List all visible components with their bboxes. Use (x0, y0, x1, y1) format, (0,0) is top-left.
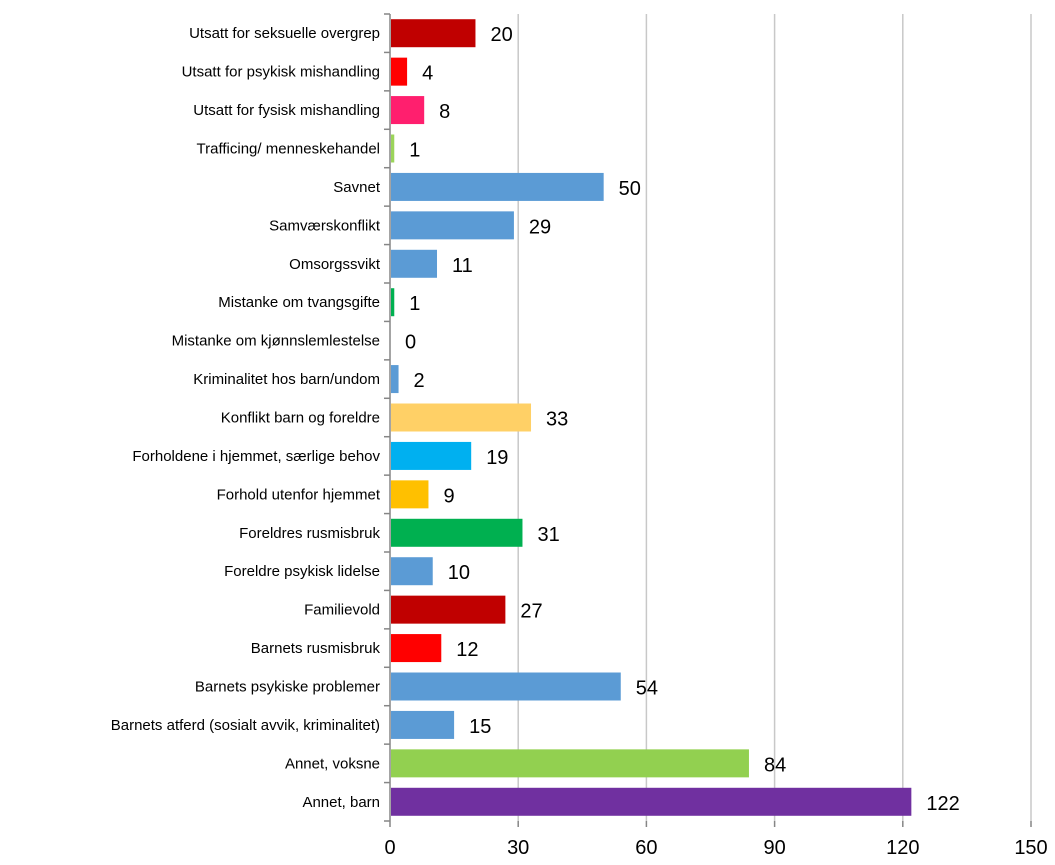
category-label: Kriminalitet hos barn/undom (193, 371, 380, 388)
bar (391, 57, 408, 86)
category-label: Utsatt for seksuelle overgrep (189, 25, 380, 42)
value-label: 0 (405, 332, 416, 354)
bar (391, 710, 455, 739)
value-label: 84 (764, 754, 786, 776)
value-label: 50 (619, 178, 641, 200)
category-labels: Utsatt for seksuelle overgrep Utsatt for … (111, 25, 381, 811)
category-label: Barnets rusmisbruk (251, 640, 381, 657)
axes (384, 13, 1032, 827)
category-label: Omsorgssvikt (289, 256, 381, 273)
bar (391, 672, 621, 701)
bar (391, 749, 749, 778)
bar (391, 403, 532, 432)
value-label: 10 (448, 562, 470, 584)
x-tick-label: 90 (763, 837, 785, 859)
value-label: 4 (422, 63, 433, 85)
category-label: Barnets atferd (sosialt avvik, kriminali… (111, 717, 380, 734)
value-label: 1 (409, 140, 420, 162)
value-label: 1 (409, 293, 420, 315)
category-label: Savnet (333, 179, 381, 196)
category-label: Annet, voksne (285, 755, 380, 772)
category-label: Forholdene i hjemmet, særlige behov (132, 448, 380, 465)
category-label: Trafficing/ menneskehandel (197, 141, 380, 158)
category-label: Mistanke om tvangsgifte (218, 294, 380, 311)
value-label: 12 (456, 639, 478, 661)
bar (391, 595, 506, 624)
bar (391, 634, 442, 663)
bar (391, 365, 399, 394)
x-tick-label: 30 (507, 837, 529, 859)
category-label: Annet, barn (302, 794, 380, 811)
bar (391, 480, 429, 509)
value-label: 122 (926, 793, 959, 815)
value-label: 20 (490, 24, 512, 46)
category-label: Familievold (304, 602, 380, 619)
value-label: 19 (486, 447, 508, 469)
value-label: 11 (452, 255, 473, 277)
x-tick-labels: 0 30 60 90 120 150 (384, 837, 1047, 859)
bar (391, 134, 395, 163)
bar (391, 172, 604, 201)
category-label: Samværskonflikt (269, 217, 381, 234)
bar (391, 441, 472, 470)
category-label: Utsatt for fysisk mishandling (193, 102, 380, 119)
category-label: Foreldre psykisk lidelse (224, 563, 380, 580)
bar (391, 19, 476, 48)
value-label: 33 (546, 409, 568, 431)
bar (391, 288, 395, 317)
category-label: Mistanke om kjønnslemlestelse (172, 333, 380, 350)
value-label: 27 (520, 601, 542, 623)
category-label: Foreldres rusmisbruk (239, 525, 380, 542)
category-label: Forhold utenfor hjemmet (217, 486, 381, 503)
value-label: 9 (443, 485, 454, 507)
x-tick-label: 120 (886, 837, 919, 859)
bar (391, 787, 912, 816)
value-label: 15 (469, 716, 491, 738)
category-label: Konflikt barn og foreldre (221, 410, 380, 427)
value-label: 31 (537, 524, 559, 546)
category-label: Barnets psykiske problemer (195, 679, 380, 696)
value-label: 2 (414, 370, 425, 392)
bar (391, 211, 514, 240)
x-tick-label: 60 (635, 837, 657, 859)
value-label: 8 (439, 101, 450, 123)
value-label: 29 (529, 216, 551, 238)
bar (391, 518, 523, 547)
bar (391, 557, 433, 586)
value-label: 54 (636, 678, 658, 700)
x-tick-label: 0 (384, 837, 395, 859)
bar (391, 96, 425, 125)
category-label: Utsatt for psykisk mishandling (182, 64, 380, 81)
bars (391, 19, 912, 816)
x-tick-label: 150 (1014, 837, 1047, 859)
bar (391, 249, 438, 278)
